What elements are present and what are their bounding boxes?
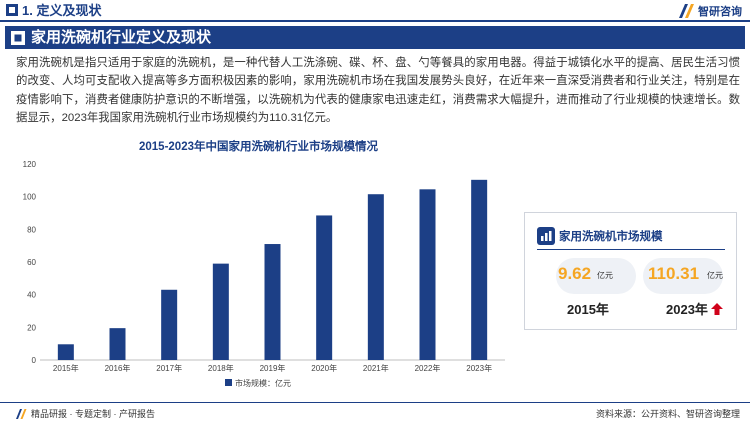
legend-label: 市场规模：亿元 (235, 378, 291, 388)
banner-square-icon (11, 31, 25, 45)
x-tick-label: 2021年 (363, 363, 389, 373)
stat-2023-unit: 亿元 (707, 271, 723, 280)
up-arrow-icon (711, 303, 723, 315)
x-tick-label: 2017年 (156, 363, 182, 373)
bar (57, 344, 74, 360)
stat-2023-year: 2023年 (666, 302, 708, 317)
page-title: 家用洗碗机行业定义及现状 (31, 29, 212, 46)
data-source: 资料来源：公开资料、智研咨询整理 (595, 409, 740, 419)
legend-swatch (225, 379, 232, 386)
section-marker-icon (6, 4, 18, 16)
bar (316, 215, 333, 360)
header-divider (0, 20, 750, 22)
x-tick-label: 2015年 (53, 363, 79, 373)
bar-chart: 0 20 40 60 80 100 120 2015年 2016年 2017年 2018年 2019年… (23, 160, 505, 388)
card-header: 家用洗碗机市场规模 (537, 227, 663, 245)
x-tick-label: 2023年 (466, 363, 492, 373)
footer-tagline-text: 精品研报 · 专题定制 · 产研报告 (31, 409, 155, 419)
y-tick-label: 60 (27, 258, 36, 267)
y-tick-label: 80 (27, 225, 36, 234)
stat-2015-value: 9.62 (558, 264, 592, 283)
logo-icon (679, 4, 694, 18)
company-logo: 智研咨询 (679, 3, 742, 19)
bar (212, 263, 229, 360)
stat-2015-unit: 亿元 (597, 271, 613, 280)
market-size-card: 家用洗碗机市场规模 9.62 亿元 110.31 亿元 2015年 2023年 (524, 212, 737, 330)
y-tick-label: 40 (27, 291, 36, 300)
x-tick-label: 2022年 (415, 363, 441, 373)
y-tick-label: 100 (23, 193, 37, 202)
bar (161, 289, 178, 360)
x-tick-label: 2016年 (105, 363, 131, 373)
stat-2023: 110.31 亿元 (643, 258, 723, 294)
footer-logo-icon (16, 408, 27, 419)
bar (109, 328, 126, 360)
description-paragraph: 家用洗碗机是指只适用于家庭的洗碗机，是一种代替人工洗涤碗、碟、杯、盘、勺等餐具的… (16, 57, 740, 124)
card-divider (537, 249, 725, 250)
bar (264, 244, 281, 360)
bar (367, 194, 384, 360)
chart-badge-icon (537, 227, 555, 245)
page-header: 1. 定义及现状 智研咨询 (0, 0, 750, 22)
x-tick-label: 2018年 (208, 363, 234, 373)
footer-divider (0, 402, 750, 403)
logo-text: 智研咨询 (698, 6, 742, 18)
footer-tagline: 精品研报 · 专题定制 · 产研报告 (16, 407, 155, 420)
stat-2023-value: 110.31 (648, 264, 700, 283)
y-tick-label: 120 (23, 160, 37, 169)
stat-2015: 9.62 亿元 (556, 258, 636, 294)
stat-2015-year: 2015年 (567, 302, 609, 317)
y-tick-label: 20 (27, 323, 36, 332)
section-title: 1. 定义及现状 (22, 3, 102, 18)
bar (471, 179, 488, 360)
card-title: 家用洗碗机市场规模 (559, 231, 663, 243)
x-tick-label: 2019年 (260, 363, 286, 373)
y-tick-label: 0 (32, 356, 37, 365)
bar (419, 189, 436, 360)
title-banner: 家用洗碗机行业定义及现状 (5, 26, 745, 49)
chart-title: 2015-2023年中国家用洗碗机行业市场规模情况 (139, 141, 378, 153)
x-tick-label: 2020年 (311, 363, 337, 373)
